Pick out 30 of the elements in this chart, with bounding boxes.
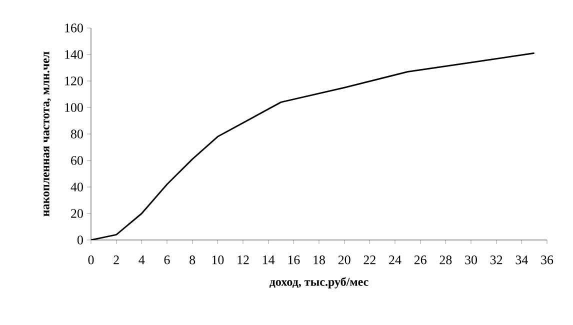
x-tick-label: 24 <box>389 256 402 264</box>
x-axis-title: доход, тыс.руб/мес <box>269 277 368 288</box>
y-tick-label: 100 <box>65 103 83 112</box>
y-tick-label: 0 <box>77 236 83 244</box>
x-tick-label: 32 <box>490 256 502 264</box>
x-tick-label: 22 <box>364 256 376 264</box>
x-tick-label: 34 <box>516 256 528 264</box>
x-tick-label: 36 <box>541 256 554 264</box>
y-tick-label: 160 <box>65 24 83 32</box>
y-tick-label: 60 <box>71 156 83 165</box>
x-tick-label: 8 <box>190 256 196 264</box>
x-tick-label: 2 <box>114 256 119 264</box>
x-tick-label: 0 <box>88 256 94 264</box>
x-tick-label: 10 <box>212 256 224 264</box>
x-tick-label: 30 <box>465 256 478 264</box>
x-tick-label: 14 <box>262 256 275 264</box>
y-axis-title: накопленная частота, млн.чел <box>44 52 52 216</box>
x-tick-label: 6 <box>164 256 170 264</box>
x-tick-label: 28 <box>440 256 452 264</box>
x-tick-label: 26 <box>414 256 426 264</box>
x-tick-label: 18 <box>314 256 326 264</box>
y-tick-label: 40 <box>70 182 83 192</box>
y-tick-label: 120 <box>65 76 83 86</box>
x-tick-label: 4 <box>138 256 145 264</box>
x-tick-label: 16 <box>288 256 300 264</box>
x-tick-label: 12 <box>238 256 249 264</box>
y-tick-label: 140 <box>65 50 83 59</box>
y-tick-label: 80 <box>70 130 83 138</box>
y-tick-label: 20 <box>71 209 83 218</box>
x-tick-label: 20 <box>338 256 350 264</box>
